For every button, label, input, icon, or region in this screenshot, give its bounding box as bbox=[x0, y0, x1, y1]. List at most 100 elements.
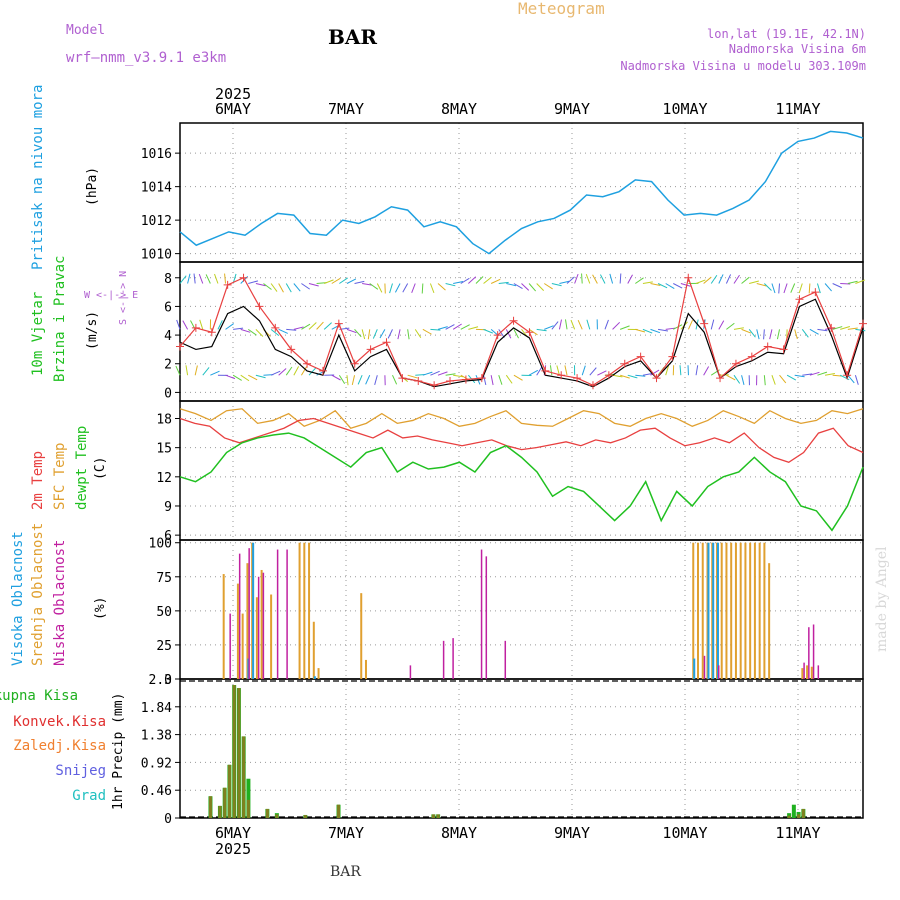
wind-arrow bbox=[635, 374, 646, 377]
wind-arrow bbox=[202, 367, 210, 376]
y-tick-label: 0.92 bbox=[141, 756, 172, 771]
wind-arrow bbox=[248, 374, 258, 381]
wind-arrow bbox=[604, 319, 609, 330]
y-tick-label: 1.38 bbox=[141, 729, 172, 744]
wind-arrow bbox=[205, 274, 211, 284]
mid-cloud-bar bbox=[308, 542, 311, 679]
wind-arrow bbox=[809, 371, 820, 376]
wind-ylabel-2: Brzina i Pravac bbox=[52, 256, 68, 382]
wind-arrow bbox=[809, 328, 819, 335]
wind-gust-marker bbox=[318, 366, 327, 375]
wind-arrow bbox=[285, 283, 292, 293]
legend-total: Ukupna Kisa bbox=[0, 688, 78, 704]
wind-gust-marker bbox=[271, 323, 280, 332]
wind-arrow bbox=[559, 280, 570, 284]
wind-gust-marker bbox=[795, 295, 804, 304]
convective-precip-bar bbox=[237, 688, 241, 818]
wind-arrow bbox=[351, 375, 356, 386]
wind-arrow bbox=[783, 283, 788, 294]
wind-arrow bbox=[725, 274, 732, 284]
pressure-line bbox=[179, 130, 864, 255]
wind-gust-marker bbox=[176, 342, 184, 351]
convective-precip-bar bbox=[208, 796, 212, 818]
high-cloud-bar bbox=[712, 542, 715, 679]
wind-arrow bbox=[176, 319, 181, 330]
wind-arrow bbox=[733, 274, 740, 284]
y-tick-label: 100 bbox=[149, 537, 172, 552]
wind-arrow bbox=[255, 283, 266, 287]
wind-arrow bbox=[570, 319, 576, 330]
wind-arrow bbox=[824, 372, 835, 376]
wind-gust-marker bbox=[604, 371, 613, 380]
convective-precip-bar bbox=[436, 814, 440, 818]
wind-arrow bbox=[407, 374, 418, 379]
high-cloud-bar bbox=[707, 542, 710, 679]
wind-arrow bbox=[854, 375, 859, 385]
wind-arrow bbox=[437, 283, 446, 291]
wind-arrow bbox=[650, 283, 661, 286]
wind-arrow bbox=[763, 375, 766, 386]
convective-precip-bar bbox=[232, 685, 236, 818]
wind-arrow bbox=[490, 278, 501, 284]
y-tick-label: 0 bbox=[164, 812, 172, 827]
wind-gust-marker bbox=[191, 323, 200, 332]
mid-cloud-bar bbox=[758, 542, 761, 679]
wind-arrow bbox=[394, 283, 401, 293]
wind-arrow bbox=[528, 283, 537, 292]
wind-gust-marker bbox=[398, 374, 407, 383]
wind-compass-h: W <-|-> E bbox=[84, 290, 138, 301]
wind-arrow bbox=[609, 273, 614, 284]
wind-arrow bbox=[414, 329, 422, 338]
wind-arrow bbox=[665, 365, 670, 376]
wind-arrow bbox=[585, 273, 591, 284]
mid-cloud-bar bbox=[768, 563, 771, 679]
mid-cloud-bar bbox=[749, 542, 752, 679]
wind-arrow bbox=[498, 375, 503, 385]
wind-arrow bbox=[832, 283, 842, 289]
wind-arrow bbox=[248, 328, 257, 336]
wind-arrow bbox=[816, 283, 821, 294]
legend-convective: Konvek.Kisa bbox=[13, 714, 106, 730]
wind-arrow bbox=[369, 283, 379, 290]
coords-label: lon,lat (19.1E, 42.1N) bbox=[707, 27, 866, 41]
wind-arrow bbox=[468, 326, 479, 330]
wind-arrow bbox=[372, 329, 378, 339]
mid-cloud-bar bbox=[317, 668, 320, 679]
y-tick-label: 15 bbox=[156, 442, 172, 457]
mid-cloud-ylabel: Srednja Oblacnost bbox=[30, 523, 46, 666]
day-label-top: 8MAY bbox=[441, 100, 477, 118]
wind-arrow bbox=[748, 329, 756, 338]
wind-gust-marker bbox=[636, 352, 645, 361]
wind-arrow bbox=[193, 273, 196, 284]
wind-gust-marker bbox=[350, 359, 359, 368]
wind-gust-marker bbox=[731, 359, 740, 368]
convective-precip-bar bbox=[242, 736, 246, 818]
convective-precip-bar bbox=[797, 814, 801, 818]
wind-arrow bbox=[847, 280, 858, 284]
wind-arrow bbox=[339, 277, 348, 284]
wind-arrow bbox=[376, 283, 383, 293]
year-bottom: 2025 bbox=[215, 840, 251, 858]
wind-arrow bbox=[397, 329, 401, 340]
legend-snow: Snijeg bbox=[55, 763, 106, 779]
wind-arrow bbox=[505, 374, 513, 384]
legend-hail: Grad bbox=[72, 788, 106, 804]
wind-arrow bbox=[270, 328, 280, 336]
wind-arrow bbox=[619, 273, 622, 284]
wind-arrow bbox=[422, 371, 433, 376]
wind-arrow bbox=[650, 328, 661, 334]
y-tick-label: 4 bbox=[164, 329, 172, 344]
wind-arrow bbox=[308, 367, 317, 376]
wind-arrow bbox=[362, 283, 373, 286]
wind-arrow bbox=[301, 283, 310, 290]
low-cloud-bar bbox=[452, 638, 454, 679]
wind-arrow bbox=[483, 328, 494, 334]
wind-arrow bbox=[786, 374, 797, 381]
wind-arrow bbox=[855, 328, 866, 332]
wind-arrow bbox=[270, 370, 281, 376]
low-cloud-bar bbox=[817, 665, 820, 679]
wind-arrow bbox=[680, 283, 691, 287]
mid-cloud-bar bbox=[701, 542, 704, 679]
wind-arrow bbox=[695, 365, 699, 376]
wind-arrow bbox=[182, 320, 189, 330]
